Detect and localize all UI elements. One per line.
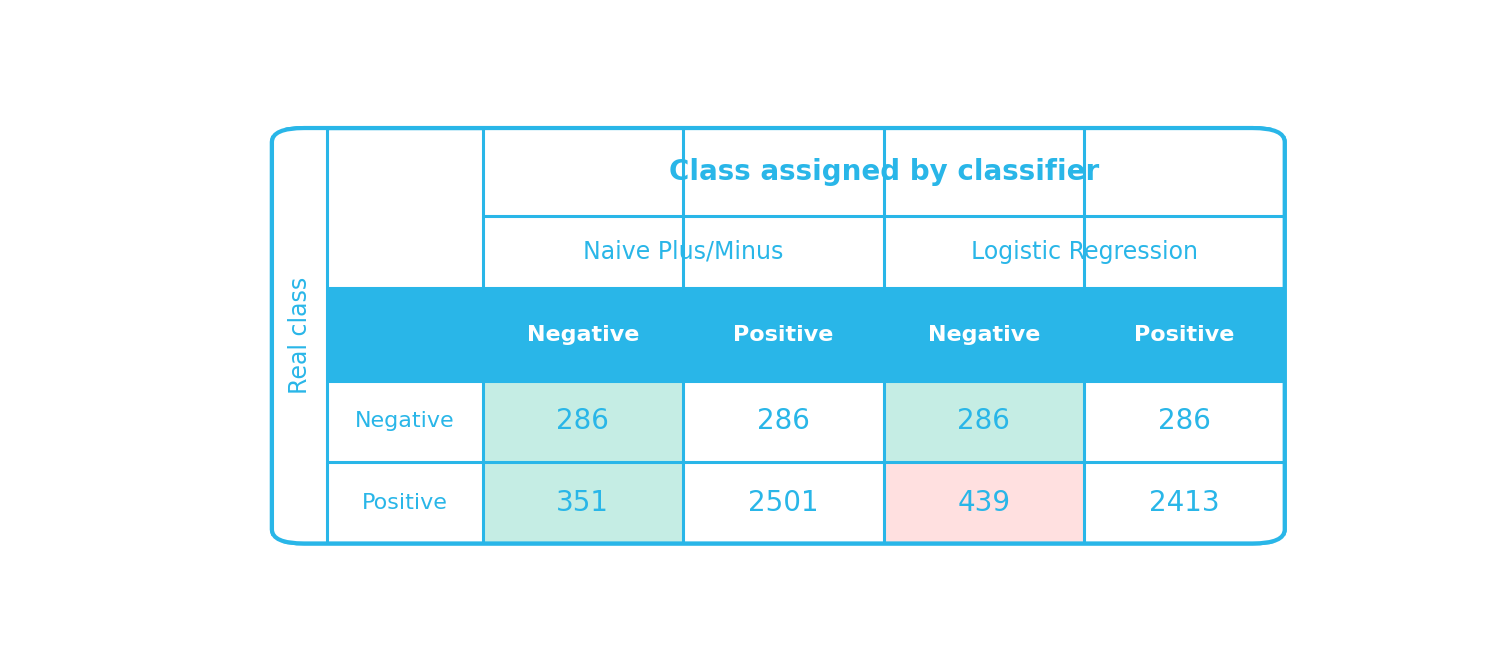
Bar [327, 288, 1285, 381]
FancyBboxPatch shape [272, 128, 1285, 543]
Bar [683, 462, 884, 543]
Text: Class assigned by classifier: Class assigned by classifier [668, 158, 1099, 186]
Text: Positive: Positive [362, 493, 448, 513]
Bar [1084, 381, 1285, 462]
Bar [1084, 462, 1285, 543]
Text: Negative: Negative [527, 324, 639, 345]
Text: 439: 439 [958, 489, 1010, 517]
Bar [483, 462, 683, 543]
Text: 2501: 2501 [748, 489, 818, 517]
Bar [483, 381, 683, 462]
Text: Logistic Regression: Logistic Regression [971, 240, 1198, 264]
Bar [483, 128, 1285, 216]
Text: 286: 286 [958, 408, 1010, 436]
Bar [327, 381, 483, 462]
Bar [884, 462, 1084, 543]
Bar [327, 462, 483, 543]
Text: 286: 286 [557, 408, 609, 436]
Bar [683, 381, 884, 462]
Text: Negative: Negative [928, 324, 1040, 345]
Bar [884, 216, 1285, 288]
Bar [884, 381, 1084, 462]
Text: 286: 286 [757, 408, 809, 436]
Text: Positive: Positive [1135, 324, 1234, 345]
Text: 2413: 2413 [1149, 489, 1219, 517]
Bar [483, 216, 884, 288]
Text: Positive: Positive [734, 324, 833, 345]
Text: Real class: Real class [288, 277, 312, 395]
Text: 286: 286 [1158, 408, 1210, 436]
Bar [272, 128, 327, 543]
Text: Negative: Negative [355, 411, 454, 432]
Text: 351: 351 [557, 489, 609, 517]
Text: Naive Plus/Minus: Naive Plus/Minus [584, 240, 783, 264]
